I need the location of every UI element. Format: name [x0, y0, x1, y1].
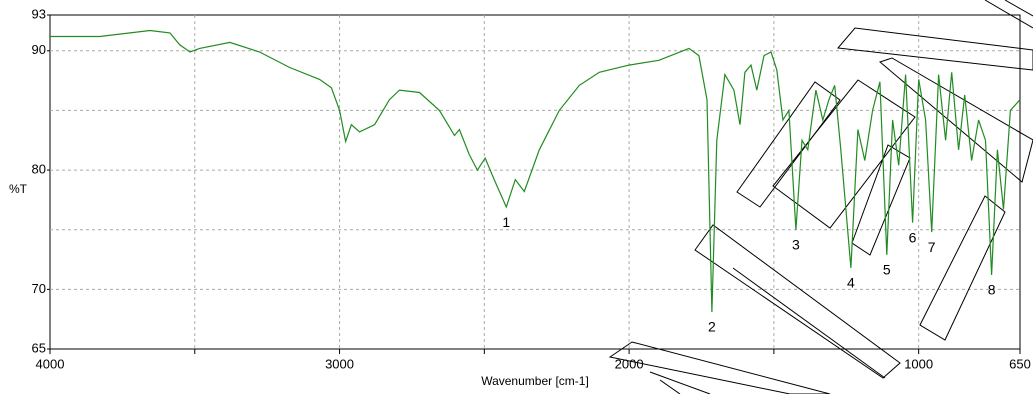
peak-label: 6: [909, 229, 917, 245]
annotation-box: [837, 27, 1033, 71]
peak-label: 7: [928, 239, 936, 255]
y-axis-label: %T: [9, 182, 28, 196]
x-tick-label: 2000: [615, 356, 644, 371]
annotation-line: [1004, 0, 1033, 17]
x-tick-label: 4000: [36, 356, 65, 371]
grid: [50, 15, 1020, 349]
x-tick-label: 650: [1009, 356, 1031, 371]
y-tick-label: 93: [32, 6, 46, 21]
y-tick-label: 65: [32, 340, 46, 355]
y-tick-label: 70: [32, 281, 46, 296]
annotation-line: [732, 267, 886, 379]
annotation-box: [694, 224, 901, 379]
x-tick-label: 1000: [904, 356, 933, 371]
annotation-box: [919, 195, 1006, 341]
y-tick-label: 80: [32, 162, 46, 177]
peak-label: 4: [847, 275, 855, 291]
spectrum-line: [50, 29, 1021, 313]
annotation-line: [984, 0, 1033, 29]
peak-label: 5: [883, 261, 891, 277]
peak-label: 3: [792, 236, 800, 252]
annotation-box: [608, 341, 831, 394]
peak-label: 1: [502, 214, 510, 230]
plot-frame: [49, 14, 1021, 350]
x-axis-label: Wavenumber [cm-1]: [481, 374, 589, 388]
peak-label: 8: [988, 282, 996, 298]
peak-label: 2: [708, 319, 716, 335]
annotation-line: [649, 371, 711, 394]
annotation-line: [659, 379, 681, 394]
annotation-box: [772, 79, 916, 229]
y-tick-label: 90: [32, 42, 46, 57]
x-tick-label: 3000: [325, 356, 354, 371]
